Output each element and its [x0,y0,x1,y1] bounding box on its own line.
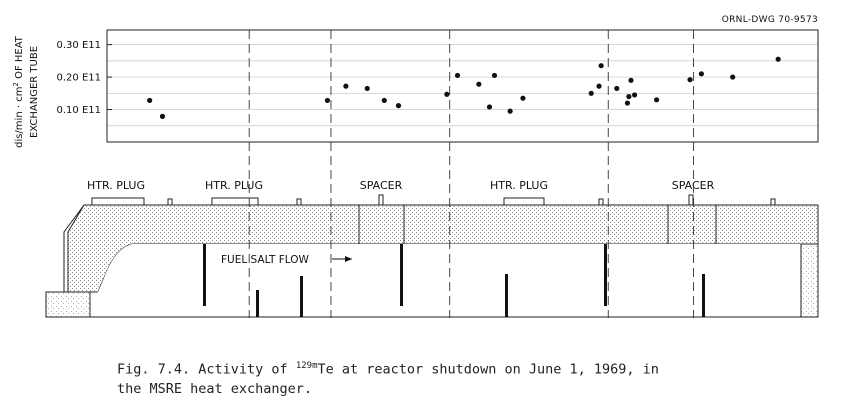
fuel-salt-flow-label: FUEL SALT FLOW [221,254,310,266]
baffle-5 [505,274,508,317]
baffle-4 [400,244,403,306]
nozzle-2 [296,198,302,206]
region-label-htr-plug-2: HTR. PLUG [205,179,263,192]
nozzle-3 [598,198,604,206]
outer-shell-bend [63,204,85,292]
nozzle-4 [770,198,776,206]
baffle-1 [203,244,206,306]
spacer-2 [688,194,694,206]
data-point [596,83,602,89]
data-point [491,72,498,79]
flow-arrow-icon [345,256,352,262]
data-point [654,97,660,103]
region-label-htr-plug-3: HTR. PLUG [490,179,548,192]
data-point [588,90,594,96]
data-point [520,95,526,101]
y-axis-ticks: 0.10 E11 0.20 E11 0.30 E11 [57,40,112,116]
shell-interior [90,244,818,317]
data-point [395,103,402,109]
inlet-header [45,291,91,318]
baffle-3 [300,276,303,317]
data-point [631,92,638,98]
y-tick-label: 0.20 E11 [57,73,102,84]
data-point [454,72,461,79]
figure-caption: Fig. 7.4. Activity of 129mTe at reactor … [117,361,659,397]
y-tick-label: 0.30 E11 [57,40,102,51]
baffle-2 [256,290,259,317]
y-axis-label-line2: EXCHANGER TUBE [29,46,40,138]
chart-grid [107,44,818,127]
heater-plug-1 [91,197,145,206]
data-point [775,56,781,62]
nozzle-1 [167,198,173,206]
data-point [628,77,634,83]
y-tick-label: 0.10 E11 [57,105,102,116]
data-point [730,74,736,80]
heater-plug-3 [503,197,545,206]
data-point [159,113,166,119]
region-label-htr-plug-1: HTR. PLUG [87,179,145,192]
data-point [364,85,370,92]
data-point [444,91,450,97]
y-axis-label-line1: dis/min · cm2 OF HEAT [12,35,25,148]
heat-exchanger-diagram: FUEL SALT FLOW [45,194,819,318]
data-point [626,93,632,100]
data-point [324,97,331,104]
region-label-spacer-1: SPACER [360,179,403,192]
data-point [476,81,482,87]
section-boundaries [248,30,695,142]
data-point [624,100,631,106]
data-points [147,56,781,119]
data-point [381,97,387,104]
data-point [614,85,620,92]
data-point [598,63,604,69]
data-point [343,83,349,89]
drawing-number: ORNL-DWG 70-9573 [722,15,818,25]
diagram-section-boundaries [248,142,695,318]
plot-frame [106,29,819,143]
data-point [486,104,493,110]
data-point [147,97,153,104]
shell-end-cap [800,243,819,318]
baffle-7 [702,274,705,317]
spacer-1 [378,194,384,206]
data-point [507,108,513,114]
baffle-6 [604,244,607,306]
data-point [687,77,693,83]
data-point [698,71,704,77]
heater-plug-2 [211,197,259,206]
